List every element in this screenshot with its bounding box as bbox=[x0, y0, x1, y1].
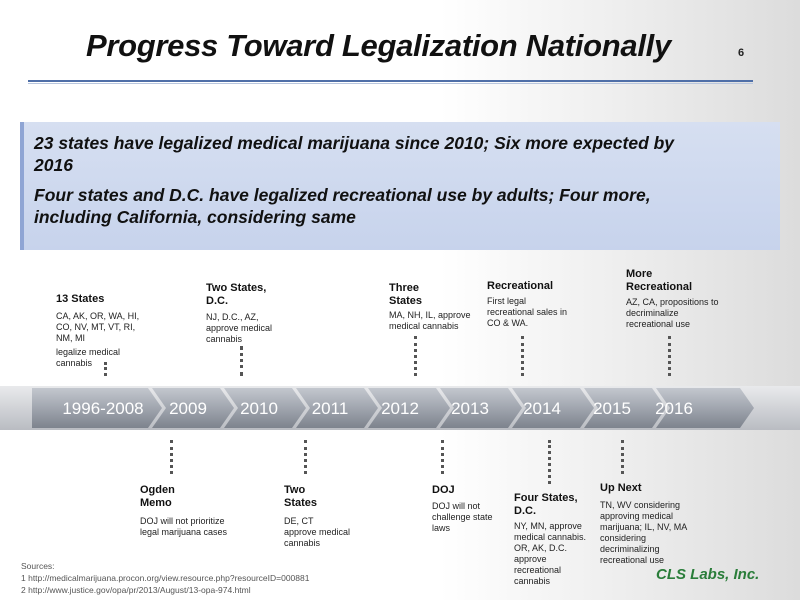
title-divider-thin bbox=[28, 83, 753, 84]
event-text-line: medical cannabis bbox=[389, 321, 459, 331]
timeline-year-2009: 2009 bbox=[169, 399, 207, 418]
event-text-line: DOJ will not bbox=[432, 501, 481, 511]
banner-line-1a: 23 states have legalized medical marijua… bbox=[34, 133, 675, 153]
connector-dots bbox=[240, 346, 243, 376]
connector-dots bbox=[170, 440, 173, 474]
event-title: States bbox=[389, 295, 423, 307]
event-title: States bbox=[284, 497, 318, 509]
event-text-line: recreational bbox=[514, 565, 562, 575]
slide-title: Progress Toward Legalization Nationally bbox=[86, 28, 671, 63]
event-text-line: TN, WV considering bbox=[600, 500, 681, 510]
event-text-line: legalize medical bbox=[56, 347, 121, 357]
connector-dots bbox=[304, 440, 307, 474]
event-title: D.C. bbox=[514, 505, 536, 517]
title-divider bbox=[28, 80, 753, 82]
connector-dots bbox=[441, 440, 444, 474]
event-text-line: challenge state bbox=[432, 512, 493, 522]
connector-dots bbox=[521, 336, 524, 376]
event-text-line: AZ, CA, propositions to bbox=[626, 297, 719, 307]
event-text-line: approve bbox=[514, 554, 547, 564]
timeline-bar bbox=[0, 376, 800, 440]
event-text-line: recreational sales in bbox=[487, 307, 568, 317]
connector-dots bbox=[621, 440, 624, 474]
event-text-line: legal marijuana cases bbox=[140, 527, 228, 537]
banner-line-2a: Four states and D.C. have legalized recr… bbox=[34, 185, 651, 205]
event-text-line: MA, NH, IL, approve bbox=[389, 310, 471, 320]
connector-dots bbox=[414, 336, 417, 376]
event-text-line: OR, AK, D.C. bbox=[514, 543, 568, 553]
sources-heading: Sources: bbox=[21, 561, 55, 571]
event-title: Two bbox=[284, 484, 306, 496]
event-text-line: CO, NV, MT, VT, RI, bbox=[56, 322, 136, 332]
event-text-line: cannabis bbox=[206, 334, 243, 344]
event-text-line: CO & WA. bbox=[487, 318, 529, 328]
event-text-line: NJ, D.C., AZ, bbox=[206, 312, 259, 322]
event-text-line: decriminalize bbox=[626, 308, 679, 318]
event-title: More bbox=[626, 268, 653, 280]
timeline-year-2013: 2013 bbox=[451, 399, 489, 418]
event-text-line: cannabis bbox=[514, 576, 551, 586]
event-text-line: First legal bbox=[487, 296, 527, 306]
timeline-year-1996-2008: 1996-2008 bbox=[62, 399, 144, 418]
company-logo: CLS Labs, Inc. bbox=[656, 566, 760, 583]
timeline-year-2015: 2015 bbox=[593, 399, 631, 418]
event-title: Recreational bbox=[487, 280, 554, 292]
event-text-line: cannabis bbox=[284, 538, 321, 548]
event-text-line: marijuana; IL, NV, MA bbox=[600, 522, 688, 532]
summary-banner: 23 states have legalized medical marijua… bbox=[20, 122, 780, 250]
event-title: Recreational bbox=[626, 281, 693, 293]
page-number: 6 bbox=[738, 47, 745, 59]
event-text-line: NM, MI bbox=[56, 333, 85, 343]
event-text-line: recreational use bbox=[626, 319, 691, 329]
event-text-line: recreational use bbox=[600, 555, 665, 565]
event-text-line: cannabis bbox=[56, 358, 93, 368]
timeline-year-2011: 2011 bbox=[311, 399, 349, 418]
event-text-line: decriminalizing bbox=[600, 544, 660, 554]
event-text-line: approve medical bbox=[284, 527, 351, 537]
event-title: DOJ bbox=[432, 484, 455, 496]
connector-dots bbox=[668, 336, 671, 376]
timeline-year-2012: 2012 bbox=[381, 399, 419, 418]
event-title: Four States, bbox=[514, 492, 578, 504]
event-title: Ogden bbox=[140, 484, 175, 496]
source-link-1[interactable]: 1 http://medicalmarijuana.procon.org/vie… bbox=[21, 573, 310, 583]
event-title: D.C. bbox=[206, 295, 228, 307]
source-link-2[interactable]: 2 http://www.justice.gov/opa/pr/2013/Aug… bbox=[21, 585, 251, 595]
timeline-year-2010: 2010 bbox=[240, 399, 278, 418]
event-text-line: DOJ will not prioritize bbox=[140, 516, 225, 526]
connector-dots bbox=[548, 440, 551, 484]
event-title: Three bbox=[389, 282, 419, 294]
event-text-line: approving medical bbox=[600, 511, 674, 521]
event-text-line: medical cannabis. bbox=[514, 532, 587, 542]
timeline-year-2014: 2014 bbox=[523, 399, 561, 418]
banner-line-2b: including California, considering same bbox=[34, 207, 356, 227]
event-text-line: laws bbox=[432, 523, 451, 533]
event-text-line: approve medical bbox=[206, 323, 273, 333]
event-title: 13 States bbox=[56, 293, 105, 305]
banner-line-1b: 2016 bbox=[34, 155, 73, 175]
event-title: Two States, bbox=[206, 282, 267, 294]
event-text-line: considering bbox=[600, 533, 647, 543]
event-text-line: CA, AK, OR, WA, HI, bbox=[56, 311, 140, 321]
event-text-line: DE, CT bbox=[284, 516, 314, 526]
event-text-line: NY, MN, approve bbox=[514, 521, 582, 531]
timeline-year-2016: 2016 bbox=[655, 399, 693, 418]
event-title: Memo bbox=[140, 497, 172, 509]
event-title: Up Next bbox=[600, 482, 642, 494]
connector-dots bbox=[104, 362, 107, 376]
